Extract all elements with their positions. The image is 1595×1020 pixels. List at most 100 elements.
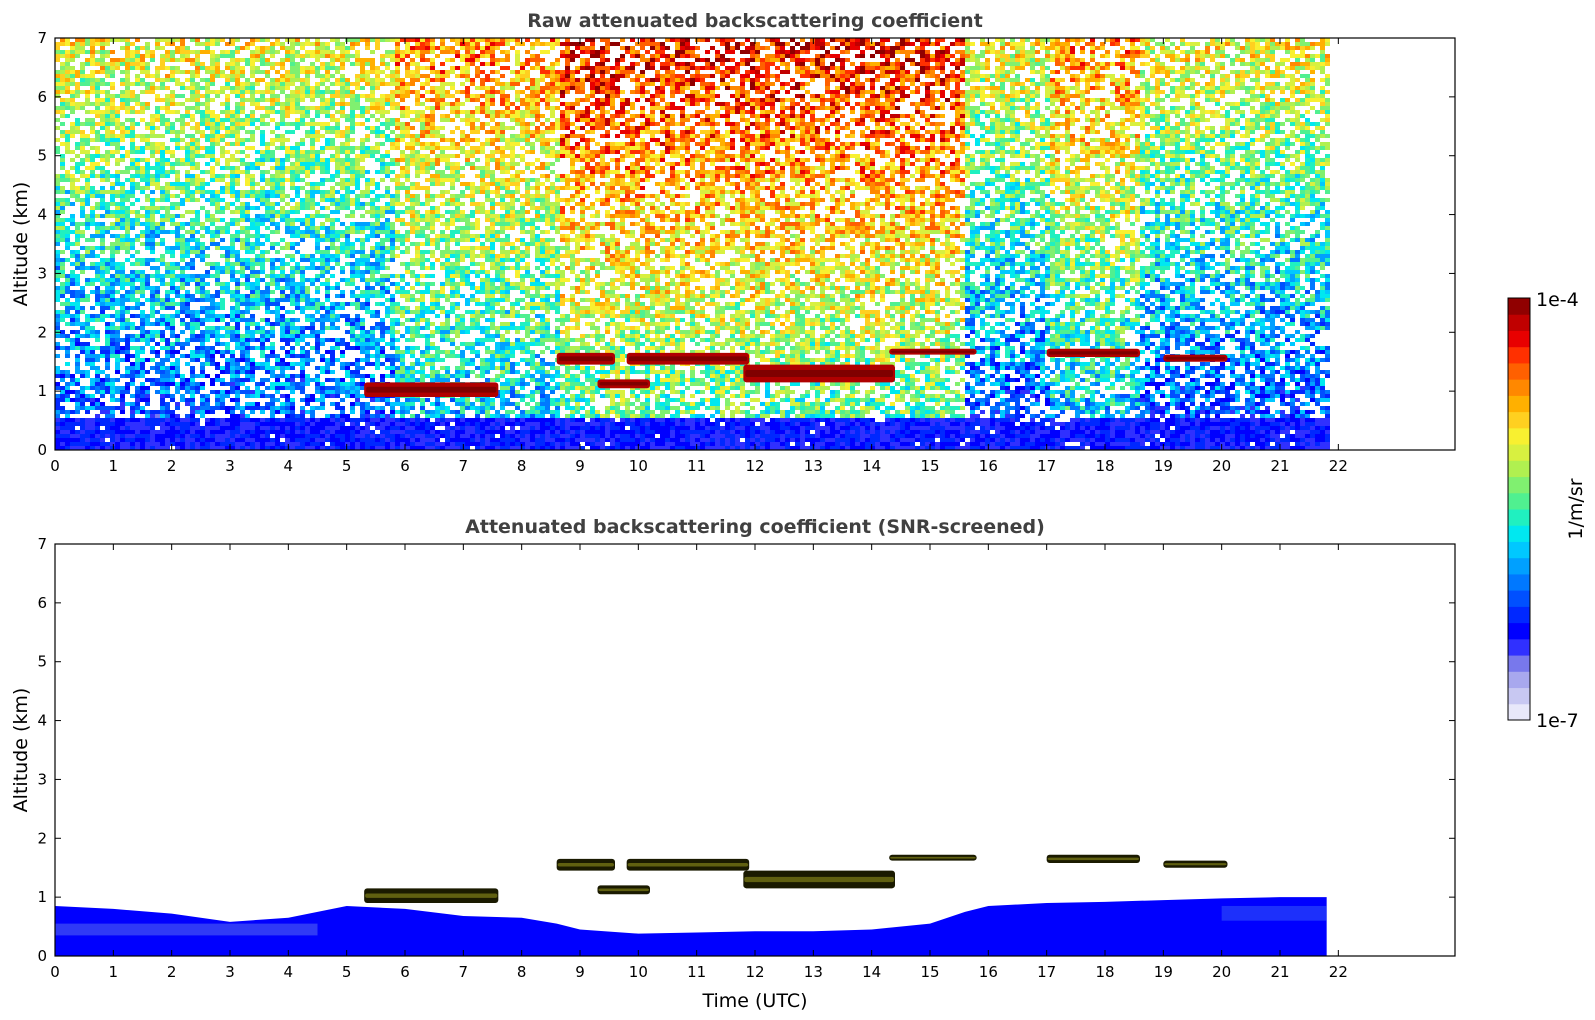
heatmap-cell	[320, 162, 325, 166]
heatmap-cell	[90, 214, 95, 218]
heatmap-cell	[205, 102, 210, 106]
heatmap-cell	[175, 170, 180, 174]
heatmap-cell	[85, 202, 90, 206]
heatmap-cell	[260, 202, 265, 206]
heatmap-cell	[190, 430, 195, 434]
heatmap-cell	[290, 374, 295, 378]
heatmap-cell	[395, 122, 400, 126]
heatmap-cell	[225, 162, 230, 166]
heatmap-cell	[85, 198, 90, 202]
heatmap-cell	[130, 322, 135, 326]
heatmap-cell	[115, 266, 120, 270]
heatmap-cell	[185, 290, 190, 294]
heatmap-cell	[80, 70, 85, 74]
heatmap-cell	[350, 406, 355, 410]
heatmap-cell	[255, 118, 260, 122]
heatmap-cell	[170, 350, 175, 354]
heatmap-cell	[55, 318, 60, 322]
heatmap-cell	[120, 274, 125, 278]
heatmap-cell	[235, 394, 240, 398]
heatmap-cell	[65, 114, 70, 118]
heatmap-cell	[245, 298, 250, 302]
heatmap-cell	[380, 282, 385, 286]
heatmap-cell	[285, 318, 290, 322]
heatmap-cell	[350, 114, 355, 118]
heatmap-cell	[375, 426, 380, 430]
heatmap-cell	[315, 154, 320, 158]
heatmap-cell	[100, 422, 105, 426]
heatmap-cell	[255, 238, 260, 242]
heatmap-cell	[220, 150, 225, 154]
heatmap-cell	[285, 426, 290, 430]
heatmap-cell	[160, 366, 165, 370]
heatmap-cell	[280, 278, 285, 282]
heatmap-cell	[395, 66, 400, 70]
heatmap-cell	[275, 134, 280, 138]
heatmap-cell	[310, 214, 315, 218]
heatmap-cell	[160, 54, 165, 58]
heatmap-cell	[370, 290, 375, 294]
heatmap-cell	[310, 130, 315, 134]
heatmap-cell	[295, 206, 300, 210]
heatmap-cell	[215, 426, 220, 430]
heatmap-cell	[90, 358, 95, 362]
heatmap-cell	[395, 290, 400, 294]
heatmap-cell	[295, 442, 300, 446]
heatmap-cell	[330, 54, 335, 58]
heatmap-cell	[75, 238, 80, 242]
heatmap-cell	[305, 434, 310, 438]
heatmap-cell	[330, 126, 335, 130]
heatmap-cell	[65, 418, 70, 422]
heatmap-cell	[380, 414, 385, 418]
heatmap-cell	[240, 58, 245, 62]
heatmap-cell	[345, 134, 350, 138]
heatmap-cell	[210, 238, 215, 242]
heatmap-cell	[80, 122, 85, 126]
heatmap-cell	[95, 318, 100, 322]
heatmap-cell	[340, 178, 345, 182]
heatmap-cell	[385, 174, 390, 178]
heatmap-cell	[145, 246, 150, 250]
heatmap-cell	[315, 110, 320, 114]
heatmap-cell	[300, 338, 305, 342]
heatmap-cell	[250, 394, 255, 398]
heatmap-cell	[55, 118, 60, 122]
heatmap-cell	[210, 350, 215, 354]
heatmap-cell	[110, 306, 115, 310]
heatmap-cell	[220, 126, 225, 130]
heatmap-cell	[65, 138, 70, 142]
heatmap-cell	[220, 70, 225, 74]
heatmap-cell	[280, 214, 285, 218]
heatmap-cell	[230, 126, 235, 130]
heatmap-cell	[170, 322, 175, 326]
heatmap-cell	[335, 262, 340, 266]
heatmap-cell	[370, 106, 375, 110]
heatmap-cell	[170, 434, 175, 438]
heatmap-cell	[335, 146, 340, 150]
heatmap-cell	[80, 198, 85, 202]
heatmap-cell	[95, 226, 100, 230]
heatmap-cell	[235, 150, 240, 154]
heatmap-cell	[270, 154, 275, 158]
heatmap-cell	[135, 94, 140, 98]
heatmap-cell	[125, 374, 130, 378]
heatmap-cell	[235, 194, 240, 198]
heatmap-cell	[350, 146, 355, 150]
heatmap-cell	[310, 414, 315, 418]
heatmap-cell	[275, 202, 280, 206]
heatmap-cell	[235, 342, 240, 346]
heatmap-cell	[150, 346, 155, 350]
heatmap-cell	[230, 410, 235, 414]
heatmap-cell	[55, 190, 60, 194]
heatmap-cell	[165, 338, 170, 342]
heatmap-cell	[260, 122, 265, 126]
heatmap-cell	[120, 322, 125, 326]
heatmap-cell	[135, 62, 140, 66]
heatmap-cell	[115, 238, 120, 242]
heatmap-cell	[365, 78, 370, 82]
heatmap-cell	[105, 286, 110, 290]
heatmap-cell	[135, 374, 140, 378]
heatmap-cell	[305, 130, 310, 134]
heatmap-cell	[165, 130, 170, 134]
heatmap-cell	[360, 202, 365, 206]
